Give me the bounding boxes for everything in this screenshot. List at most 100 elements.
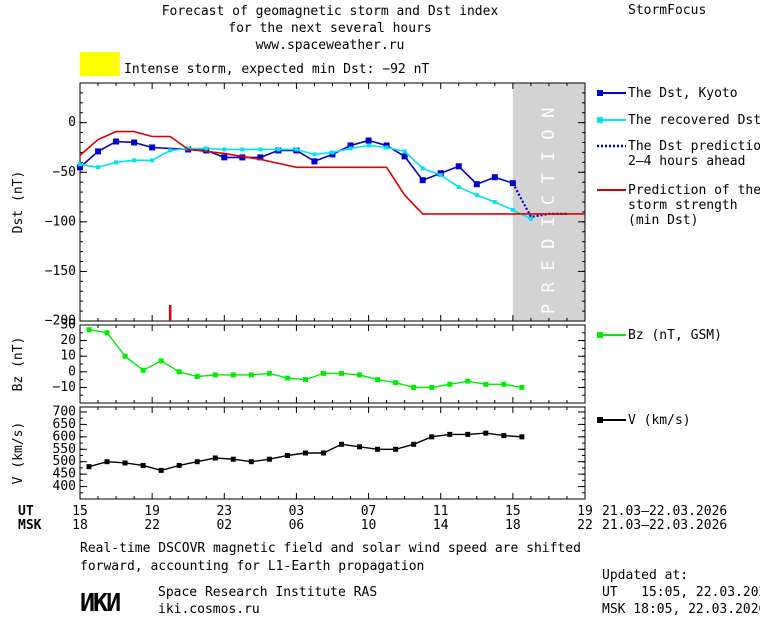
bz-point bbox=[465, 378, 471, 384]
recovered-dst-point bbox=[114, 160, 119, 165]
velocity-point bbox=[375, 446, 381, 452]
y-tick-label: 600 bbox=[53, 429, 76, 444]
recovered-dst-point bbox=[402, 149, 407, 154]
y-axis-label: Dst (nT) bbox=[11, 171, 26, 234]
recovered-dst-point bbox=[168, 148, 173, 153]
bz-point bbox=[339, 370, 345, 376]
chart-subtitle-line: for the next several hours bbox=[228, 21, 432, 36]
velocity-point bbox=[429, 434, 435, 440]
velocity-legend-label: V (km/s) bbox=[628, 413, 691, 428]
bz-legend-marker bbox=[597, 332, 603, 338]
recovered-dst-point bbox=[312, 152, 317, 157]
brand-name: StormFocus bbox=[628, 3, 707, 18]
velocity-point bbox=[519, 434, 525, 440]
velocity-point bbox=[447, 431, 453, 437]
velocity-point bbox=[230, 456, 236, 462]
updated-label: Updated at: bbox=[602, 568, 689, 583]
y-tick-label: 20 bbox=[60, 333, 76, 348]
bz-point bbox=[501, 381, 507, 387]
bz-point bbox=[375, 377, 381, 383]
msk-date-range: 21.03–22.03.2026 bbox=[602, 518, 727, 533]
prediction-band-letter: R bbox=[539, 281, 559, 292]
velocity-point bbox=[483, 430, 489, 436]
dst-kyoto-point bbox=[149, 144, 156, 151]
prediction-band-letter: T bbox=[539, 173, 559, 183]
msk-axis-label: MSK bbox=[18, 518, 42, 533]
storm-strength-legend-label: storm strength bbox=[628, 198, 738, 213]
msk-tick-label: 10 bbox=[361, 518, 377, 533]
prediction-band bbox=[512, 83, 585, 321]
dst-prediction-legend-label: 2–4 hours ahead bbox=[628, 154, 745, 169]
dst-kyoto-point bbox=[95, 148, 102, 155]
ut-tick-label: 11 bbox=[433, 504, 449, 519]
institute-name: Space Research Institute RAS bbox=[158, 585, 378, 600]
bz-point bbox=[104, 330, 110, 336]
velocity-point bbox=[158, 467, 164, 473]
velocity-point bbox=[266, 456, 272, 462]
velocity-point bbox=[104, 459, 110, 465]
dst-kyoto-legend-marker bbox=[597, 90, 603, 96]
velocity-point bbox=[176, 462, 182, 468]
dst-plot-frame bbox=[79, 82, 586, 322]
velocity-point bbox=[194, 459, 200, 465]
bz-point bbox=[302, 377, 308, 383]
bz-point bbox=[447, 381, 453, 387]
y-tick-label: 0 bbox=[68, 115, 76, 130]
velocity-point bbox=[320, 450, 326, 456]
bz-point bbox=[519, 384, 525, 390]
institute-info: Space Research Institute RAS iki.cosmos.… bbox=[158, 584, 377, 618]
y-tick-label: 0 bbox=[68, 364, 76, 379]
recovered-dst-point bbox=[276, 147, 281, 152]
y-tick-label: −10 bbox=[53, 380, 76, 395]
y-axis-label: Bz (nT) bbox=[11, 337, 26, 392]
msk-tick-label: 18 bbox=[72, 518, 88, 533]
institute-website[interactable]: iki.cosmos.ru bbox=[158, 602, 260, 617]
recovered-dst-point bbox=[132, 158, 137, 163]
velocity-point bbox=[122, 460, 128, 466]
recovered-dst-point bbox=[474, 193, 479, 198]
dst-kyoto-point bbox=[239, 154, 246, 161]
recovered-dst-point bbox=[150, 158, 155, 163]
dst-prediction-legend-label: The Dst prediction bbox=[628, 139, 760, 154]
updated-ut: UT 15:05, 22.03.2026 bbox=[602, 585, 760, 600]
y-tick-label: 450 bbox=[53, 467, 76, 482]
prediction-band-letter: I bbox=[539, 217, 559, 227]
velocity-point bbox=[140, 462, 146, 468]
recovered-dst-legend-marker bbox=[597, 117, 603, 123]
footer-note-line: forward, accounting for L1-Earth propaga… bbox=[80, 559, 425, 574]
recovered-dst-legend-label: The recovered Dst bbox=[628, 113, 760, 128]
velocity-point bbox=[248, 459, 254, 465]
recovered-dst-point bbox=[384, 145, 389, 150]
y-tick-label: −150 bbox=[45, 264, 76, 279]
y-tick-label: 400 bbox=[53, 479, 76, 494]
bz-point bbox=[266, 370, 272, 376]
dst-kyoto-point bbox=[257, 154, 264, 161]
update-time: Updated at: UT 15:05, 22.03.2026 MSK 18:… bbox=[602, 567, 760, 618]
y-tick-label: 700 bbox=[53, 404, 76, 419]
iki-logo-text: ИКИ bbox=[80, 588, 120, 614]
storm-strength-line bbox=[79, 130, 585, 215]
website-link[interactable]: www.spaceweather.ru bbox=[255, 38, 405, 53]
recovered-dst-point bbox=[510, 207, 515, 212]
bz-point bbox=[284, 375, 290, 381]
bz-point bbox=[122, 353, 128, 359]
velocity-point bbox=[302, 450, 308, 456]
velocity-plot-frame bbox=[79, 406, 586, 500]
ut-tick-label: 23 bbox=[216, 504, 232, 519]
footer-note-line: Real-time DSCOVR magnetic field and sola… bbox=[80, 541, 581, 556]
bz-point bbox=[158, 358, 164, 364]
velocity-point bbox=[357, 444, 363, 450]
recovered-dst-point bbox=[348, 146, 353, 151]
dst-kyoto-point bbox=[347, 142, 354, 149]
bz-point bbox=[411, 384, 417, 390]
velocity-point bbox=[501, 433, 507, 439]
recovered-dst-point bbox=[330, 150, 335, 155]
velocity-point bbox=[339, 441, 345, 447]
y-tick-label: −100 bbox=[45, 214, 76, 229]
velocity-point bbox=[465, 431, 471, 437]
updated-msk: MSK 18:05, 22.03.2026 bbox=[602, 602, 760, 617]
y-tick-label: 10 bbox=[60, 349, 76, 364]
bz-point bbox=[393, 380, 399, 386]
msk-tick-label: 22 bbox=[577, 518, 593, 533]
recovered-dst-point bbox=[456, 185, 461, 190]
